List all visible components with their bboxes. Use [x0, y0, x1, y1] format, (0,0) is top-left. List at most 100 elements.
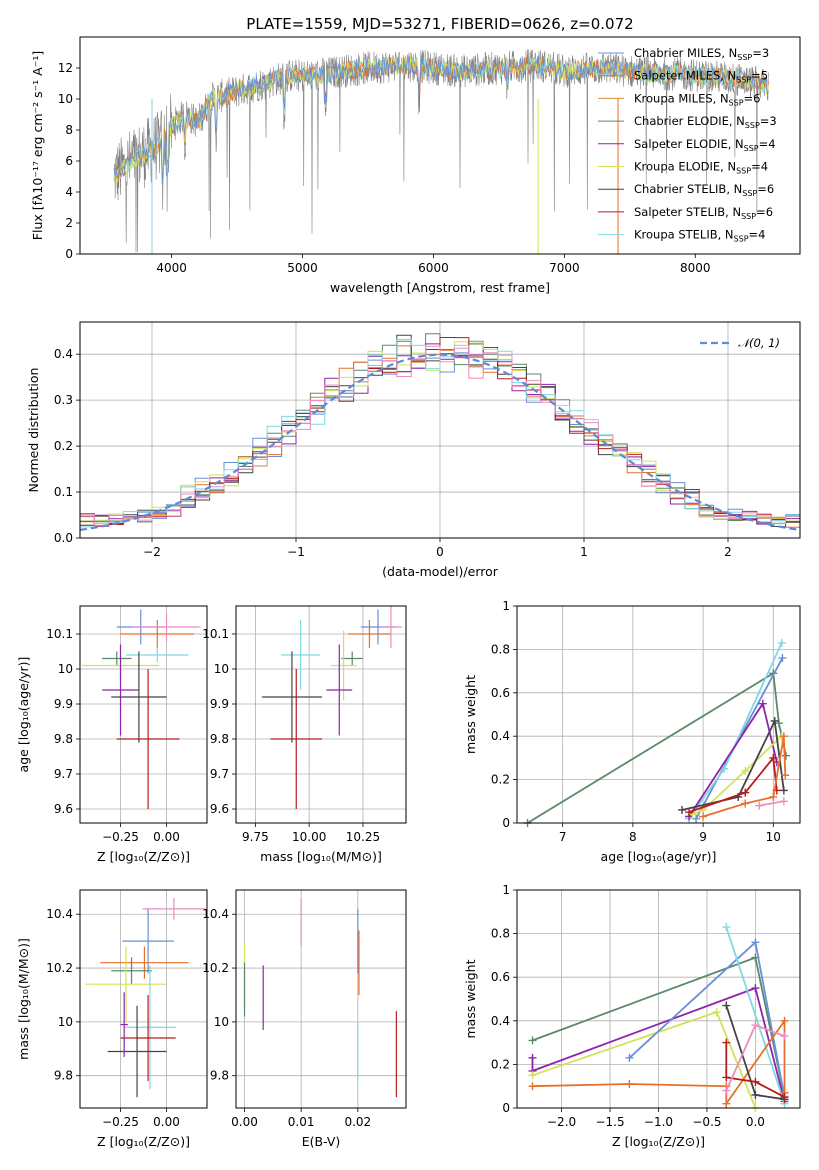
plot-frame — [516, 889, 801, 1109]
y-tick-label: 6 — [65, 154, 73, 168]
y-tick-label: 10.1 — [46, 627, 73, 641]
weight-point-marker — [751, 984, 760, 993]
histogram-step-line — [80, 338, 800, 528]
y-tick-label: 0.2 — [491, 773, 510, 787]
y-tick-label: 0 — [502, 816, 510, 830]
x-tick-label: 9 — [699, 830, 707, 844]
x-tick-label: 0 — [436, 545, 444, 559]
x-tick-label: 0.0 — [746, 1115, 765, 1129]
legend-tail: =4 — [749, 228, 766, 242]
weight-point-marker — [777, 638, 786, 647]
y-tick-label: 10.2 — [202, 961, 229, 975]
x-tick-label: 10.00 — [292, 830, 326, 844]
weight-point-marker — [769, 753, 778, 762]
mass-vs-metallicity-panel: −0.25 0.00 9.8 10 10.2 10.4 Z [log₁₀(Z/Z⊙)] mas… — [16, 889, 208, 1149]
x-tick-label: 0.00 — [153, 1115, 180, 1129]
weight-point-marker — [781, 771, 790, 780]
x-tick-label: 0.01 — [288, 1115, 315, 1129]
x-tick-label: 8 — [629, 830, 637, 844]
x-tick-label: 7 — [559, 830, 567, 844]
weight-point-marker — [780, 1093, 789, 1102]
weight-point-marker — [755, 801, 764, 810]
legend-tail: =6 — [757, 182, 774, 196]
weight-point-marker — [769, 792, 778, 801]
weight-point-marker — [774, 719, 783, 728]
y-tick-label: 2 — [65, 216, 73, 230]
y-axis-label: Normed distribution — [26, 368, 41, 493]
y-tick-label: 10.2 — [46, 961, 73, 975]
plot-frame — [235, 605, 407, 824]
age-vs-metallicity-panel: −0.25 0.00 9.6 9.7 9.8 9.9 10 10.1 Z [log₁₀(Z/Z⊙… — [16, 605, 208, 864]
weight-point-marker — [758, 699, 767, 708]
weight-point-marker — [528, 1071, 537, 1080]
legend-text: Kroupa STELIB, N — [634, 228, 734, 242]
weight-point-marker — [751, 1021, 760, 1030]
x-axis-label: mass [log₁₀(M/M⊙)] — [260, 849, 382, 864]
y-tick-label: 10.1 — [202, 627, 229, 641]
y-axis-label: mass [log₁₀(M/M⊙)] — [16, 938, 31, 1060]
y-tick-label: 0.8 — [491, 642, 510, 656]
y-tick-label: 4 — [65, 185, 73, 199]
x-axis-label: age [log₁₀(age/yr)] — [601, 849, 717, 864]
weight-vs-metallicity-panel: −2.0 −1.5 −1.0 −0.5 0.0 0 0.2 0.4 0.6 0.8 1 Z [log₁… — [463, 883, 801, 1149]
x-tick-label: 0.00 — [153, 830, 180, 844]
legend-text: Kroupa MILES, N — [634, 91, 729, 105]
y-tick-label: 10 — [214, 662, 229, 676]
weight-point-marker — [751, 1090, 760, 1099]
weight-point-marker — [528, 1082, 537, 1091]
x-tick-label: −2.0 — [547, 1115, 576, 1129]
y-tick-label: 8 — [65, 123, 73, 137]
y-axis-label: Flux [fλ10⁻¹⁷ erg cm⁻² s⁻¹ A⁻¹] — [30, 51, 45, 240]
y-tick-label: 0.4 — [491, 1014, 510, 1028]
weight-point-marker — [779, 797, 788, 806]
weight-series-line — [532, 1010, 757, 1108]
legend-entry: Chabrier STELIB, NSSP=6 — [634, 182, 774, 198]
y-tick-label: 0 — [502, 1101, 510, 1115]
legend-tail: =5 — [751, 69, 768, 83]
legend-subscript: SSP — [744, 144, 759, 153]
y-axis-label: age [log₁₀(age/yr)] — [16, 657, 31, 773]
legend-entry: Kroupa ELODIE, NSSP=4 — [634, 160, 768, 176]
legend-text: Salpeter ELODIE, N — [634, 137, 744, 151]
legend-subscript: SSP — [729, 98, 744, 107]
legend-entry: Kroupa STELIB, NSSP=4 — [634, 228, 765, 244]
y-tick-label: 10 — [58, 1015, 73, 1029]
x-tick-label: 7000 — [549, 261, 580, 275]
legend-text: Salpeter MILES, N — [634, 69, 736, 83]
y-tick-label: 9.7 — [54, 767, 73, 781]
x-tick-label: 4000 — [156, 261, 187, 275]
x-tick-label: −2 — [143, 545, 161, 559]
y-tick-label: 9.8 — [210, 1069, 229, 1083]
weight-point-marker — [779, 786, 788, 795]
x-tick-label: −1.5 — [595, 1115, 624, 1129]
y-tick-label: 10.4 — [46, 907, 73, 921]
weight-point-marker — [720, 764, 729, 773]
y-tick-label: 9.9 — [210, 697, 229, 711]
x-tick-label: 10.25 — [346, 830, 380, 844]
y-tick-label: 10 — [214, 1015, 229, 1029]
y-tick-label: 9.6 — [210, 802, 229, 816]
age-vs-mass-panel: 9.75 10.00 10.25 9.6 9.7 9.8 9.9 10 10.1 mass [lo… — [202, 605, 407, 864]
weight-point-marker — [625, 1053, 634, 1062]
weight-point-marker — [751, 1077, 760, 1086]
x-tick-label: 0.02 — [344, 1115, 371, 1129]
y-tick-label: 9.8 — [54, 1069, 73, 1083]
legend-entry: Chabrier MILES, NSSP=3 — [634, 46, 769, 62]
plot-frame — [79, 321, 801, 539]
weight-point-marker — [741, 788, 750, 797]
y-axis-label: mass weight — [463, 959, 478, 1038]
spectrum-panel: 4000 5000 6000 7000 8000 0 2 4 6 8 10 12 wavelength … — [30, 15, 801, 295]
legend-tail: =3 — [752, 46, 769, 60]
x-axis-label: wavelength [Angstrom, rest frame] — [330, 280, 550, 295]
x-tick-label: −1 — [287, 545, 305, 559]
y-tick-label: 0.2 — [491, 1057, 510, 1071]
weight-series-line — [531, 986, 786, 1102]
x-tick-label: 1 — [580, 545, 588, 559]
legend-text: Chabrier MILES, N — [634, 46, 737, 60]
weight-point-marker — [741, 799, 750, 808]
weight-series-line — [725, 1042, 785, 1098]
y-tick-label: 1 — [502, 599, 510, 613]
legend-entry: Salpeter STELIB, NSSP=6 — [634, 205, 773, 221]
legend-tail: =6 — [744, 91, 761, 105]
weight-point-marker — [780, 1032, 789, 1041]
